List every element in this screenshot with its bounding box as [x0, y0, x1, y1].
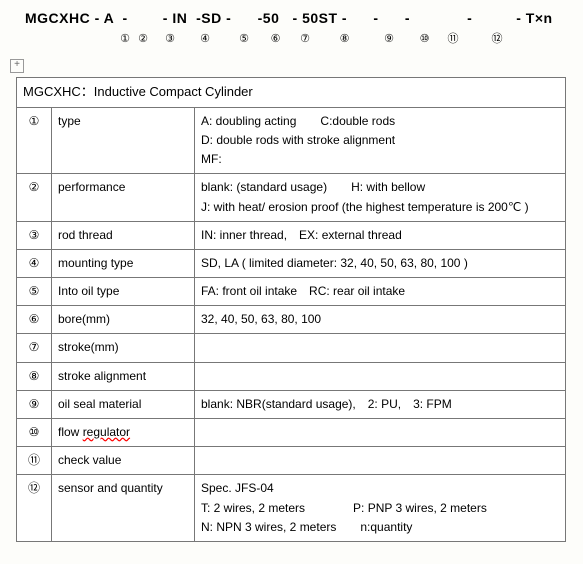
row-param: rod thread — [52, 221, 195, 249]
row-number: ⑦ — [17, 334, 52, 362]
table-title: MGCXHC：Inductive Compact Cylinder — [17, 78, 566, 108]
table-row: ③rod threadIN: inner thread, EX: externa… — [17, 221, 566, 249]
marker-12: ⑫ — [467, 30, 527, 46]
marker-5: ⑤ — [226, 32, 262, 45]
row-number: ⑧ — [17, 362, 52, 390]
table-row: ⑪check value — [17, 447, 566, 475]
table-row: ⑧stroke alignment — [17, 362, 566, 390]
marker-11: ⑪ — [439, 30, 467, 46]
table-row: ⑤Into oil typeFA: front oil intake RC: r… — [17, 278, 566, 306]
row-param: stroke(mm) — [52, 334, 195, 362]
row-number: ⑥ — [17, 306, 52, 334]
table-row: ⑨oil seal materialblank: NBR(standard us… — [17, 390, 566, 418]
table-row: ⑫sensor and quantitySpec. JFS-04T: 2 wir… — [17, 475, 566, 542]
table-row: ④mounting typeSD, LA ( limited diameter:… — [17, 249, 566, 277]
row-param: bore(mm) — [52, 306, 195, 334]
row-desc: SD, LA ( limited diameter: 32, 40, 50, 6… — [195, 249, 566, 277]
row-desc: A: doubling acting C:double rodsD: doubl… — [195, 107, 566, 174]
row-param: Into oil type — [52, 278, 195, 306]
table-row: ①typeA: doubling acting C:double rodsD: … — [17, 107, 566, 174]
row-param: check value — [52, 447, 195, 475]
row-param: mounting type — [52, 249, 195, 277]
model-code: MGCXHC - A - - IN -SD - -50 - 50ST - - -… — [25, 10, 573, 26]
row-desc: FA: front oil intake RC: rear oil intake — [195, 278, 566, 306]
marker-8: ⑧ — [321, 32, 368, 45]
row-param: flow regulator — [52, 419, 195, 447]
row-number: ⑩ — [17, 419, 52, 447]
row-param: stroke alignment — [52, 362, 195, 390]
row-desc — [195, 419, 566, 447]
marker-line: ①②③④⑤⑥⑦⑧⑨⑩⑪⑫ — [25, 30, 573, 46]
row-number: ⑤ — [17, 278, 52, 306]
table-row: ⑦stroke(mm) — [17, 334, 566, 362]
row-param: sensor and quantity — [52, 475, 195, 542]
row-desc — [195, 334, 566, 362]
marker-10: ⑩ — [410, 32, 439, 45]
table-row: ⑩flow regulator — [17, 419, 566, 447]
row-desc — [195, 447, 566, 475]
row-desc: 32, 40, 50, 63, 80, 100 — [195, 306, 566, 334]
table-row: ②performanceblank: (standard usage) H: w… — [17, 174, 566, 221]
row-desc: Spec. JFS-04T: 2 wires, 2 meters P: PNP … — [195, 475, 566, 542]
row-desc — [195, 362, 566, 390]
marker-6: ⑥ — [262, 32, 289, 45]
row-number: ⑫ — [17, 475, 52, 542]
row-desc: blank: (standard usage) H: with bellowJ:… — [195, 174, 566, 221]
marker-2: ② — [130, 32, 156, 45]
marker-1: ① — [25, 32, 130, 45]
expand-icon[interactable]: + — [10, 59, 24, 73]
row-number: ② — [17, 174, 52, 221]
table-row: ⑥bore(mm)32, 40, 50, 63, 80, 100 — [17, 306, 566, 334]
marker-9: ⑨ — [368, 32, 410, 45]
marker-4: ④ — [184, 32, 226, 45]
row-param: oil seal material — [52, 390, 195, 418]
row-number: ⑪ — [17, 447, 52, 475]
spec-table: MGCXHC：Inductive Compact Cylinder ①typeA… — [16, 77, 566, 542]
row-desc: IN: inner thread, EX: external thread — [195, 221, 566, 249]
row-number: ① — [17, 107, 52, 174]
row-number: ③ — [17, 221, 52, 249]
marker-7: ⑦ — [289, 32, 321, 45]
row-desc: blank: NBR(standard usage), 2: PU, 3: FP… — [195, 390, 566, 418]
row-number: ⑨ — [17, 390, 52, 418]
row-param: performance — [52, 174, 195, 221]
marker-3: ③ — [156, 32, 184, 45]
row-param: type — [52, 107, 195, 174]
row-number: ④ — [17, 249, 52, 277]
